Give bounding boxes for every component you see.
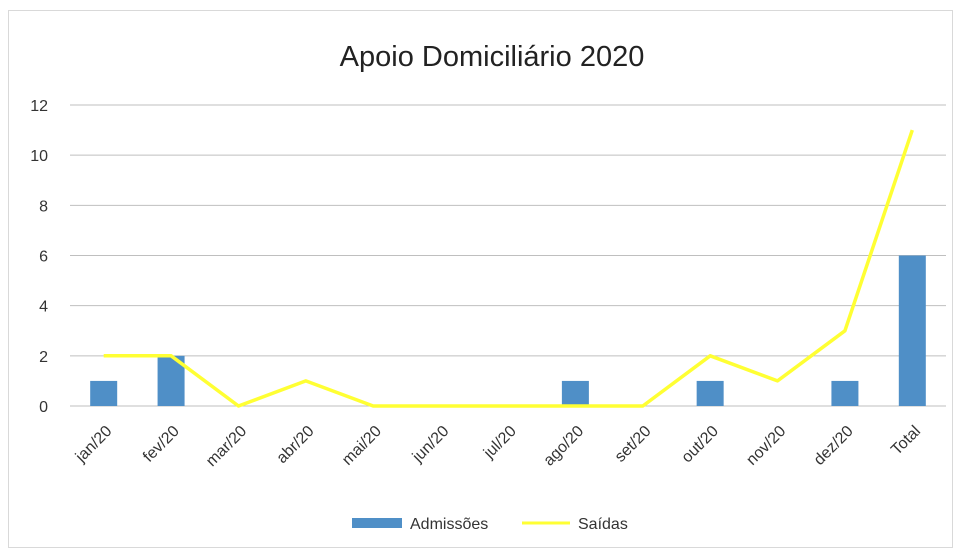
x-tick-label: nov/20 (743, 423, 789, 469)
x-tick-label: abr/20 (274, 423, 318, 467)
x-tick-label: out/20 (679, 423, 723, 467)
x-tick-label: Total (888, 423, 924, 459)
y-tick-label: 8 (39, 198, 48, 215)
bar-series (90, 255, 926, 406)
x-tick-label: jan/20 (72, 423, 116, 467)
y-tick-label: 2 (39, 349, 48, 366)
x-tick-label: dez/20 (811, 423, 857, 469)
bar-admissoes (90, 380, 118, 406)
line-series (103, 129, 914, 408)
chart-frame (8, 10, 953, 548)
y-tick-label: 0 (39, 399, 48, 416)
x-tick-label: jul/20 (480, 423, 520, 463)
line-saidas (103, 129, 914, 408)
legend-label-saidas: Saídas (578, 516, 628, 533)
legend: Admissões Saídas (352, 516, 628, 533)
y-tick-label: 10 (30, 148, 48, 165)
x-tick-label: fev/20 (140, 423, 183, 466)
x-tick-label: jun/20 (409, 423, 453, 467)
bar-admissoes (696, 380, 724, 406)
x-tick-label: set/20 (612, 423, 655, 466)
bar-admissoes (561, 380, 589, 406)
y-tick-label: 4 (39, 299, 48, 316)
bar-admissoes (831, 380, 859, 406)
legend-swatch-admissoes (352, 518, 402, 528)
y-tick-label: 12 (30, 98, 48, 115)
y-axis: 0 2 4 6 8 10 12 (30, 98, 48, 416)
x-tick-label: mar/20 (203, 423, 250, 470)
y-tick-label: 6 (39, 249, 48, 266)
chart-title: Apoio Domiciliário 2020 (340, 41, 645, 73)
x-tick-label: mai/20 (339, 423, 385, 469)
gridlines (70, 104, 946, 407)
bar-admissoes (898, 255, 926, 406)
x-axis: jan/20 fev/20 mar/20 abr/20 mai/20 jun/20 jul/… (72, 423, 924, 470)
x-tick-label: ago/20 (541, 423, 588, 470)
legend-label-admissoes: Admissões (410, 516, 488, 533)
